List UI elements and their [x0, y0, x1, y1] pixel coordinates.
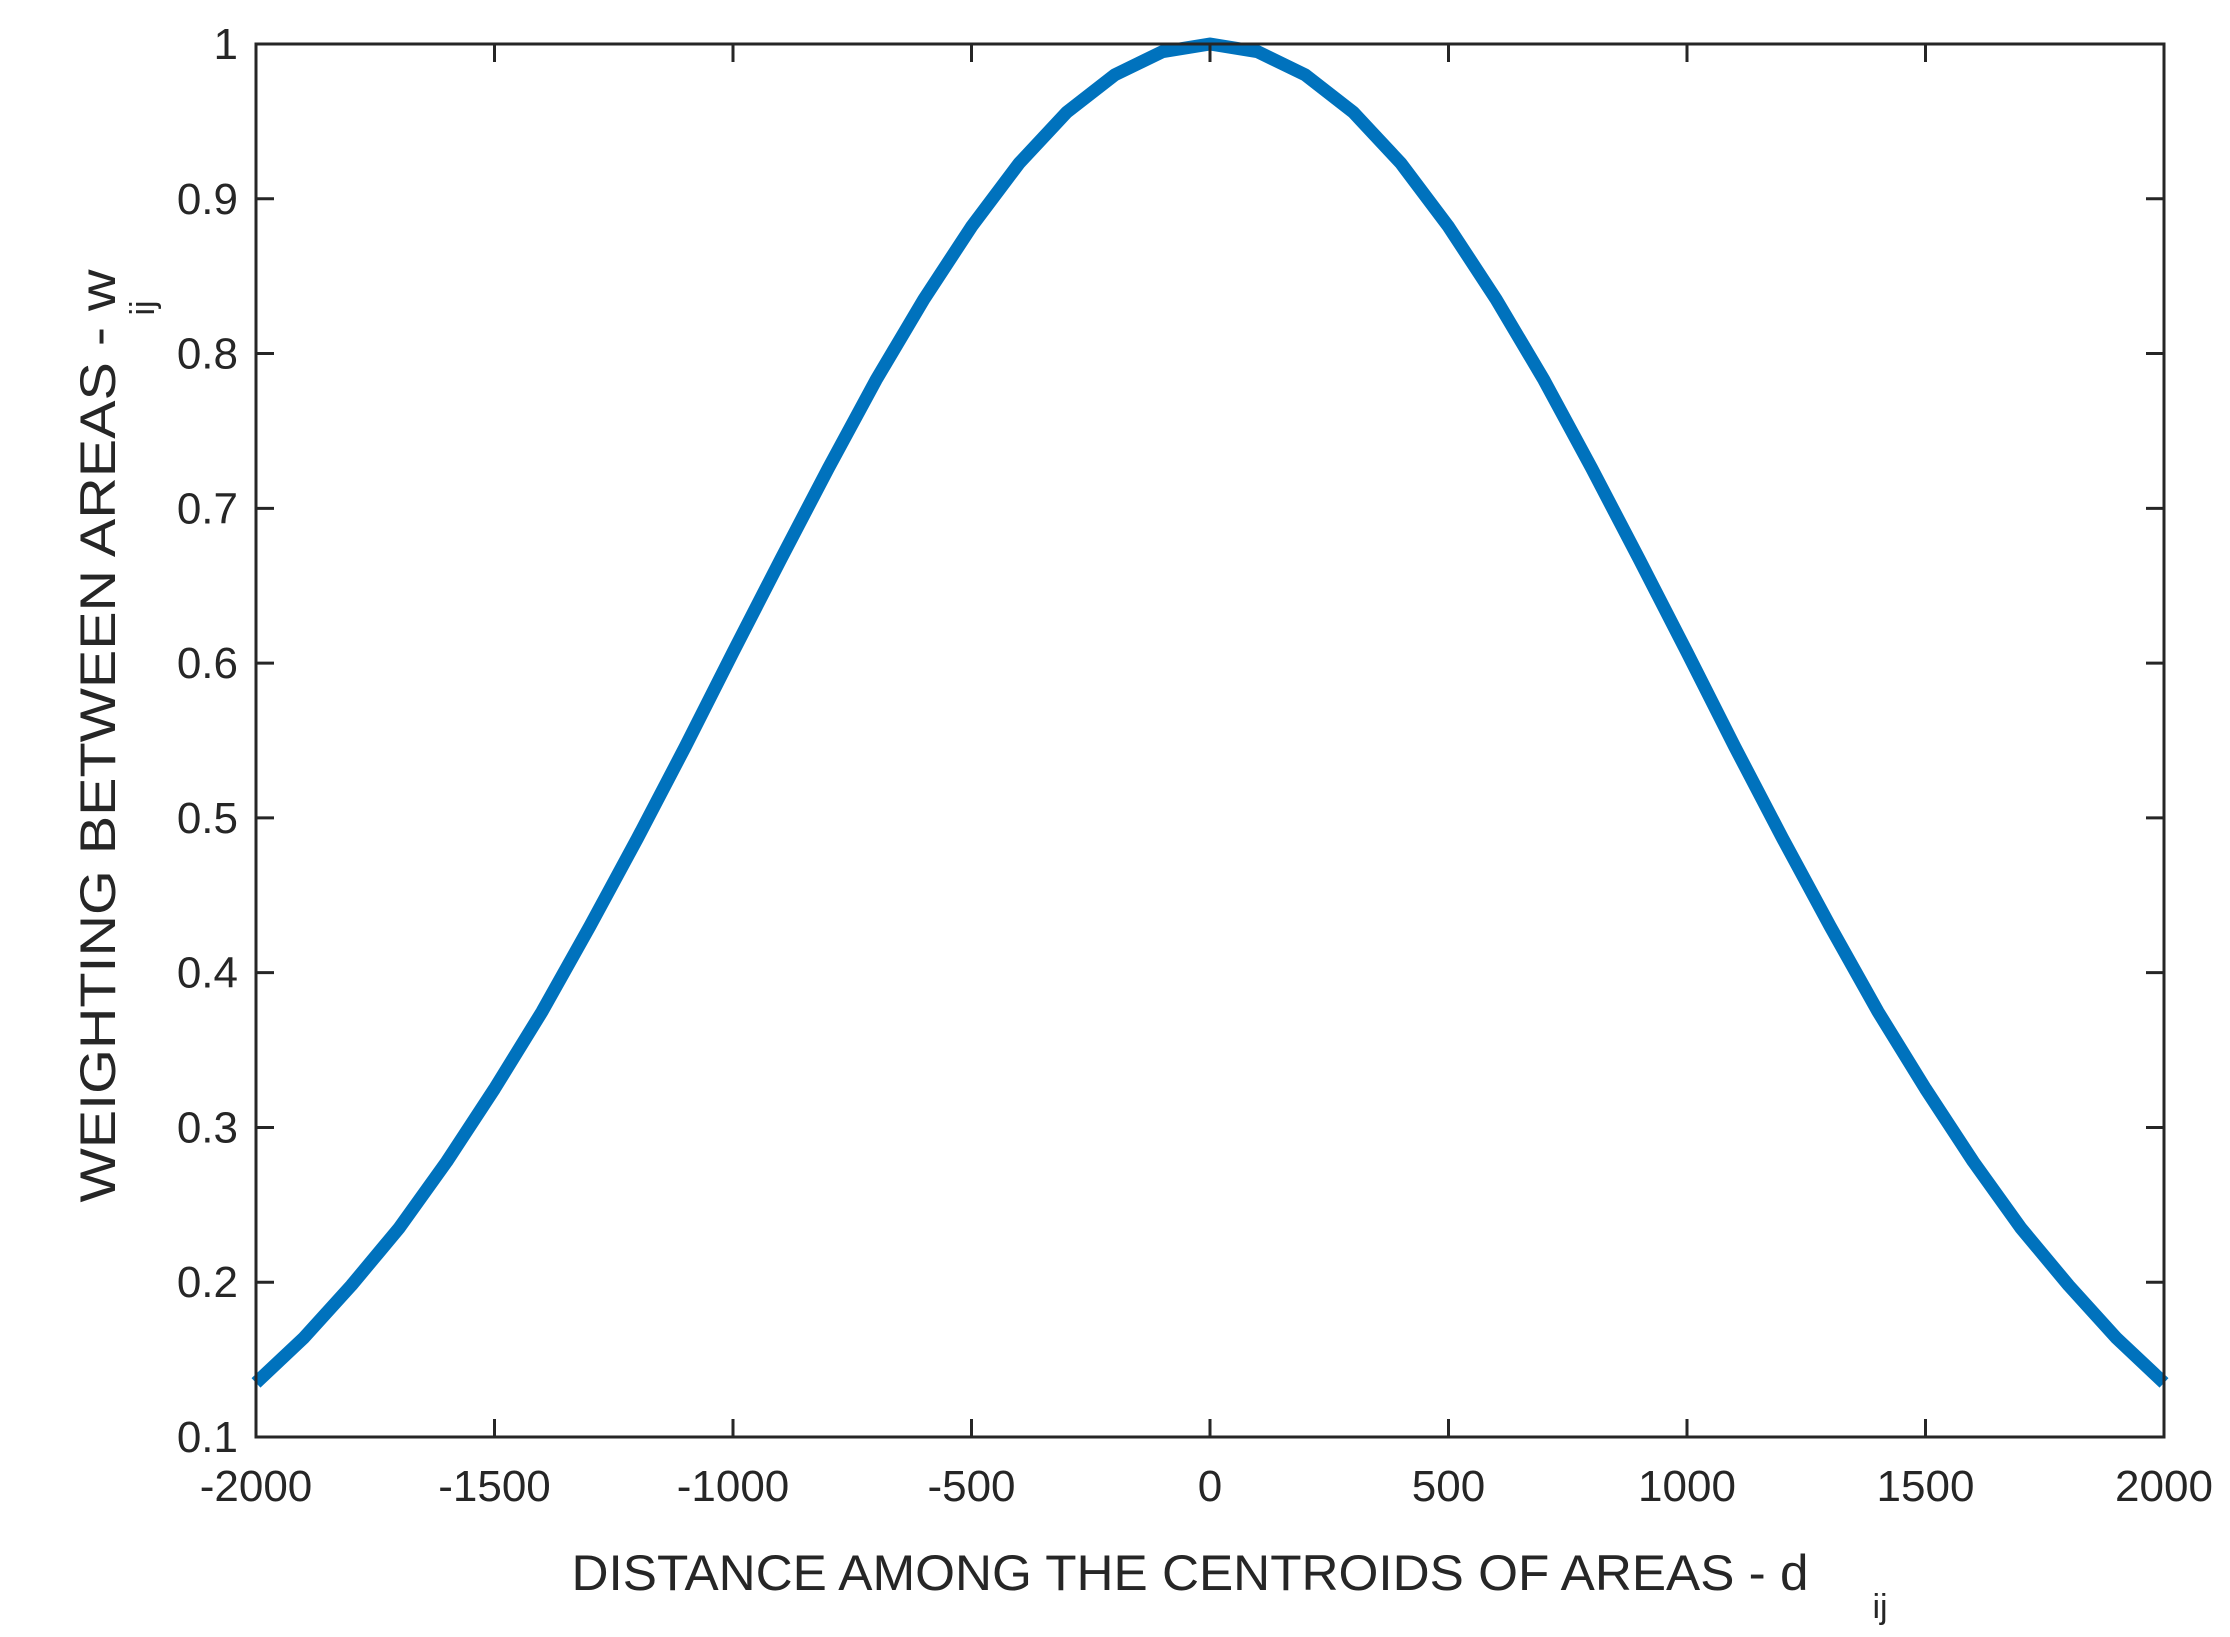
x-tick-label: -1000 — [677, 1462, 790, 1511]
x-axis-label-group: DISTANCE AMONG THE CENTROIDS OF AREAS - … — [572, 1545, 1888, 1626]
x-tick-label: 2000 — [2115, 1462, 2213, 1511]
x-axis-label: DISTANCE AMONG THE CENTROIDS OF AREAS - … — [572, 1545, 1809, 1601]
y-tick-label: 0.9 — [177, 175, 238, 224]
x-tick-label: 500 — [1412, 1462, 1485, 1511]
plot-area — [251, 37, 2169, 1439]
y-tick-label: 0.1 — [177, 1413, 238, 1462]
x-tick-label: -1500 — [438, 1462, 551, 1511]
x-axis-ticks: -2000 -1500 -1000 -500 0 500 1000 1500 2000 — [200, 44, 2213, 1511]
y-tick-label: 0.6 — [177, 639, 238, 688]
x-axis-label-subscript: ij — [1872, 1588, 1887, 1626]
axes-box — [254, 42, 2166, 1439]
x-tick-label: 1000 — [1638, 1462, 1736, 1511]
y-tick-label: 0.7 — [177, 484, 238, 533]
y-axis-label-subscript: ij — [124, 300, 162, 315]
y-tick-label: 0.3 — [177, 1103, 238, 1152]
series-line-0 — [251, 37, 2169, 1388]
y-tick-label: 0.2 — [177, 1258, 238, 1307]
y-axis-label-group: WEIGHTING BETWEEN AREAS - w ij — [70, 268, 162, 1202]
x-tick-label: 1500 — [1877, 1462, 1975, 1511]
y-axis-label: WEIGHTING BETWEEN AREAS - w — [70, 268, 126, 1202]
y-tick-label: 1 — [214, 20, 238, 69]
y-axis-ticks: 0.1 0.2 0.3 0.4 0.5 0.6 0.7 0.8 0.9 1 — [177, 20, 2164, 1462]
y-tick-label: 0.8 — [177, 330, 238, 379]
x-tick-label: -500 — [927, 1462, 1015, 1511]
x-tick-label: -2000 — [200, 1462, 313, 1511]
x-tick-label: 0 — [1198, 1462, 1222, 1511]
y-tick-label: 0.4 — [177, 949, 238, 998]
y-tick-label: 0.5 — [177, 794, 238, 843]
